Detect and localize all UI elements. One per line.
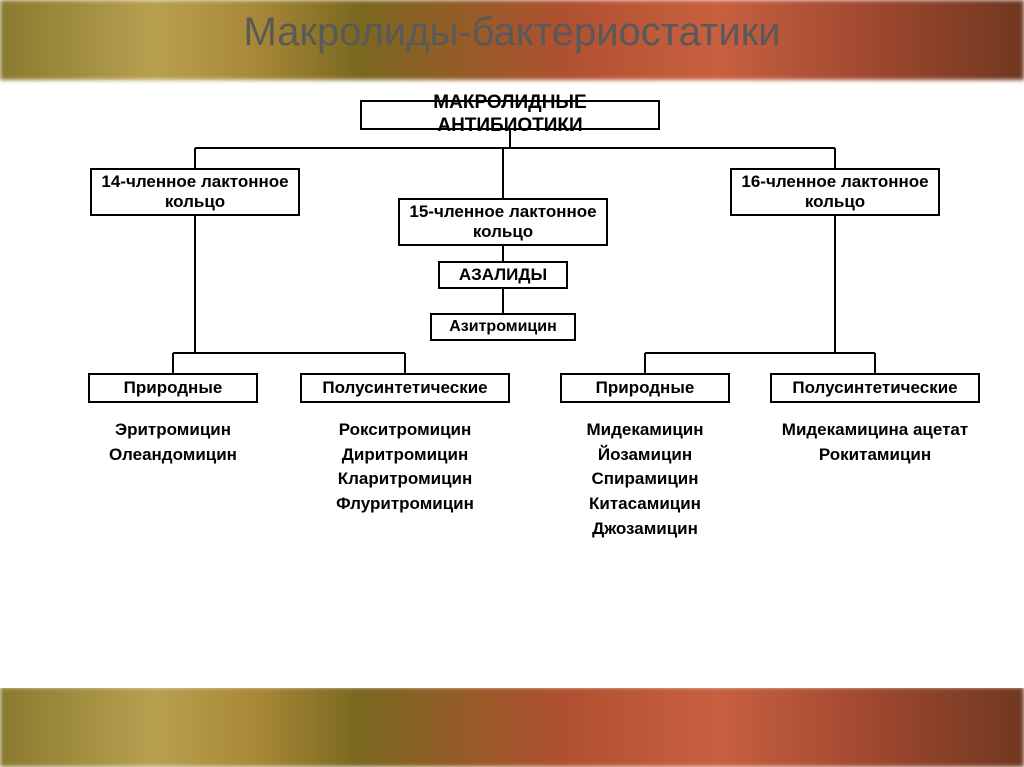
connector-lines xyxy=(0,88,1024,688)
bg-bottom-strip xyxy=(0,687,1024,767)
classification-chart: МАКРОЛИДНЫЕ АНТИБИОТИКИ14-членное лактон… xyxy=(0,88,1024,688)
page-title: Макролиды-бактериостатики xyxy=(0,10,1024,55)
